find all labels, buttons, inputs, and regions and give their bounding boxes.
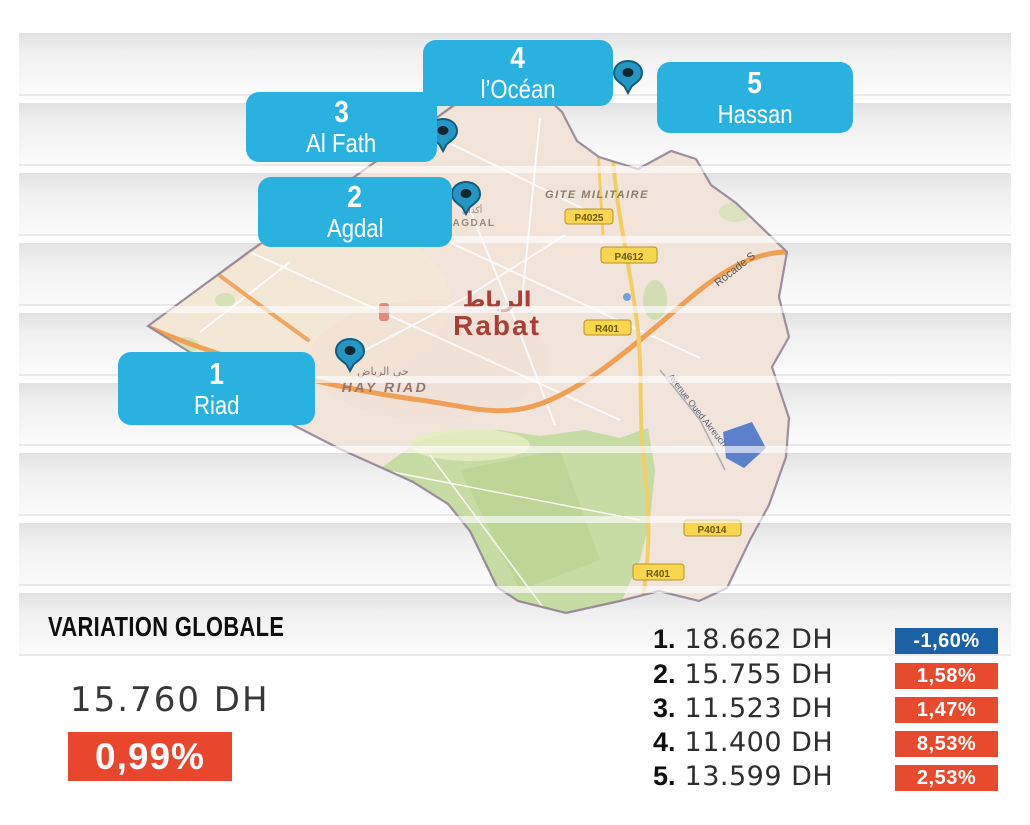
row-price: 13.599 DH	[684, 761, 834, 792]
map-city-label: Rabat	[453, 310, 541, 341]
map-pin-agdal	[450, 180, 482, 217]
neighborhood-label-riad: 1 Riad	[118, 352, 315, 425]
label-name: Riad	[193, 389, 240, 420]
label-name: Al Fath	[306, 128, 377, 159]
svg-text:P4025: P4025	[575, 213, 604, 224]
green-patch	[643, 280, 667, 320]
svg-text:R401: R401	[595, 324, 619, 335]
variation-badge-2: 1,58%	[895, 663, 998, 689]
route-badge-p4014: P4014	[683, 519, 742, 537]
map-agdal-label: AGDAL	[452, 218, 495, 229]
svg-text:P4612: P4612	[615, 252, 644, 263]
row-rank: 3.	[653, 693, 676, 723]
variation-badge-4: 8,53%	[895, 731, 998, 757]
neighborhood-label-al-fath: 3 Al Fath	[246, 92, 437, 162]
label-number: 5	[747, 64, 763, 100]
row-rank: 5.	[653, 761, 676, 791]
neighborhood-label-agdal: 2 Agdal	[258, 177, 452, 247]
neighborhood-label-ocean: 4 l’Océan	[423, 40, 613, 106]
row-price: 11.523 DH	[684, 693, 834, 724]
global-variation-badge: 0,99%	[68, 732, 232, 781]
row-rank: 1.	[653, 624, 676, 654]
label-number: 1	[209, 355, 224, 391]
row-price: 15.755 DH	[684, 659, 834, 690]
row-price: 11.400 DH	[684, 727, 834, 758]
variation-globale-title: VARIATION GLOBALE	[48, 611, 285, 642]
water-dot	[623, 293, 631, 301]
svg-text:R401: R401	[646, 569, 670, 580]
map-pin-ocean	[612, 59, 644, 96]
poi-red	[379, 303, 389, 321]
price-row-5: 5. 13.599 DH	[653, 761, 833, 792]
neighborhood-label-hassan: 5 Hassan	[657, 62, 853, 133]
row-price: 18.662 DH	[684, 624, 834, 655]
route-badge-r401-south: R401	[632, 563, 685, 581]
route-badge-p4025: P4025	[564, 208, 614, 225]
label-number: 3	[334, 94, 349, 130]
map-hay-riad-label: HAY RIAD	[342, 379, 428, 395]
route-badge-r401: R401	[583, 319, 632, 336]
variation-badge-1: -1,60%	[895, 628, 998, 654]
label-name: Agdal	[326, 213, 384, 244]
price-row-1: 1. 18.662 DH	[653, 624, 833, 655]
price-row-4: 4. 11.400 DH	[653, 727, 833, 758]
route-badge-p4612: P4612	[600, 246, 658, 264]
map-pin-riad	[334, 337, 366, 374]
price-row-3: 3. 11.523 DH	[653, 693, 833, 724]
green-patch	[410, 429, 530, 461]
svg-text:P4014: P4014	[698, 525, 727, 536]
variation-badge-3: 1,47%	[895, 697, 998, 723]
row-rank: 4.	[653, 727, 676, 757]
label-name: l’Océan	[480, 74, 556, 105]
variation-badge-5: 2,53%	[895, 765, 998, 791]
green-patch	[215, 293, 235, 307]
label-number: 4	[510, 40, 526, 76]
global-price-value: 15.760 DH	[70, 680, 270, 720]
price-row-2: 2. 15.755 DH	[653, 659, 833, 690]
label-number: 2	[347, 179, 363, 215]
row-rank: 2.	[653, 659, 676, 689]
label-name: Hassan	[717, 98, 793, 129]
map-gite-militaire-label: GITE MILITAIRE	[545, 189, 649, 201]
